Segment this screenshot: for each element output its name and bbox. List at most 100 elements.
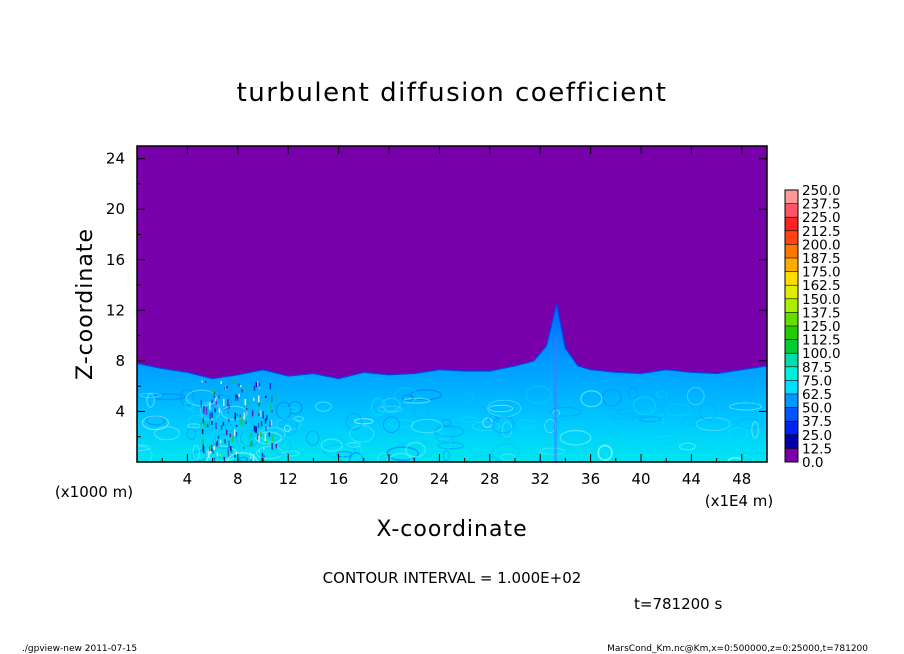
- colorbar-label: 125.0: [802, 319, 841, 335]
- convective-noise: [271, 442, 273, 450]
- convective-noise: [265, 395, 267, 399]
- eddy-texture: [656, 413, 665, 427]
- eddy-texture: [525, 385, 552, 404]
- eddy-texture: [349, 425, 375, 443]
- eddy-texture: [320, 438, 343, 452]
- eddy-texture: [405, 441, 427, 458]
- y-axis-label: Z-coordinate: [73, 228, 98, 380]
- eddy-texture: [610, 412, 638, 420]
- convective-noise: [201, 429, 204, 435]
- plot-area: [137, 146, 767, 462]
- convective-noise: [204, 421, 206, 429]
- eddy-texture: [176, 440, 188, 453]
- convective-noise: [266, 415, 268, 421]
- convective-noise: [218, 395, 220, 399]
- eddy-texture: [487, 399, 522, 418]
- eddy-texture: [192, 444, 201, 461]
- convective-noise: [212, 449, 214, 454]
- eddy-texture: [394, 387, 418, 404]
- convective-noise: [255, 382, 258, 387]
- convective-noise: [275, 393, 277, 399]
- convective-noise: [265, 439, 268, 444]
- eddy-texture: [549, 451, 578, 460]
- convective-noise: [262, 411, 264, 419]
- eddy-texture: [686, 387, 705, 406]
- eddy-texture: [628, 387, 639, 399]
- convective-noise: [220, 381, 222, 385]
- convective-noise: [205, 406, 208, 415]
- eddy-texture: [142, 415, 169, 431]
- convective-noise: [215, 441, 218, 447]
- convective-noise: [260, 421, 263, 427]
- eddy-texture: [500, 453, 516, 462]
- convective-noise: [243, 412, 245, 420]
- convective-noise: [213, 446, 215, 450]
- convective-noise: [208, 451, 210, 458]
- colorbar-swatch: [785, 339, 798, 354]
- convective-noise: [274, 400, 277, 409]
- convective-noise: [228, 440, 230, 449]
- eddy-texture: [140, 439, 156, 459]
- convective-noise: [263, 459, 265, 462]
- eddy-texture: [259, 426, 286, 443]
- plume-streak: [554, 335, 558, 462]
- convective-noise: [263, 455, 265, 458]
- convective-noise: [271, 410, 273, 413]
- colorbar-label: 0.0: [802, 455, 823, 471]
- colorbar-swatch: [785, 298, 798, 313]
- colorbar-label: 187.5: [802, 251, 841, 267]
- colorbar-swatch: [785, 366, 798, 381]
- x-tick-label: 16: [329, 470, 348, 488]
- y-tick-label: 16: [106, 251, 125, 269]
- eddy-texture: [287, 406, 298, 413]
- x-tick-label: 8: [233, 470, 243, 488]
- x-tick-label: 4: [183, 470, 193, 488]
- colorbar-label: 162.5: [802, 278, 841, 294]
- x-tick-label: 28: [480, 470, 499, 488]
- convective-noise: [223, 398, 225, 407]
- convective-noise: [209, 412, 211, 420]
- convective-noise: [200, 399, 202, 408]
- convective-noise: [219, 452, 221, 459]
- convective-noise: [228, 404, 230, 410]
- eddy-texture: [488, 404, 514, 413]
- eddy-texture: [322, 443, 356, 458]
- eddy-texture: [468, 455, 498, 462]
- eddy-texture: [180, 388, 194, 407]
- convective-noise: [246, 386, 248, 390]
- eddy-texture: [353, 418, 374, 425]
- colorbar-swatch: [785, 271, 798, 286]
- convective-noise: [237, 396, 239, 402]
- convective-noise: [264, 418, 267, 424]
- eddy-texture: [347, 441, 361, 448]
- x-tick-label: 12: [279, 470, 298, 488]
- colorbar-label: 175.0: [802, 265, 841, 281]
- plot-frame: [136, 145, 768, 463]
- convective-noise: [210, 448, 212, 452]
- convective-noise: [258, 395, 260, 403]
- footer-left: ./gpview-new 2011-07-15: [22, 644, 137, 654]
- convective-noise: [234, 454, 236, 458]
- colorbar-swatch: [785, 230, 798, 245]
- convective-noise: [246, 400, 249, 407]
- colorbar-swatch: [785, 380, 798, 395]
- eddy-texture: [652, 435, 680, 449]
- colorbar-label: 75.0: [802, 373, 832, 389]
- convective-noise: [209, 445, 212, 450]
- convective-noise: [249, 441, 251, 447]
- eddy-texture: [345, 413, 363, 431]
- colorbar-label: 87.5: [802, 360, 832, 376]
- eddy-texture: [549, 406, 582, 417]
- colorbar-swatch: [785, 394, 798, 408]
- x-tick-label: 40: [631, 470, 650, 488]
- eddy-texture: [602, 389, 622, 407]
- eddy-texture: [698, 403, 718, 421]
- colorbar-swatch: [785, 258, 798, 272]
- convective-noise: [202, 439, 204, 445]
- convective-noise: [245, 421, 247, 425]
- convective-noise: [223, 457, 226, 462]
- colorbar: 250.0237.5225.0212.5200.0187.5175.0162.5…: [784, 183, 841, 471]
- convective-noise: [203, 405, 205, 414]
- convective-noise: [268, 432, 271, 437]
- colorbar-label: 225.0: [802, 210, 841, 226]
